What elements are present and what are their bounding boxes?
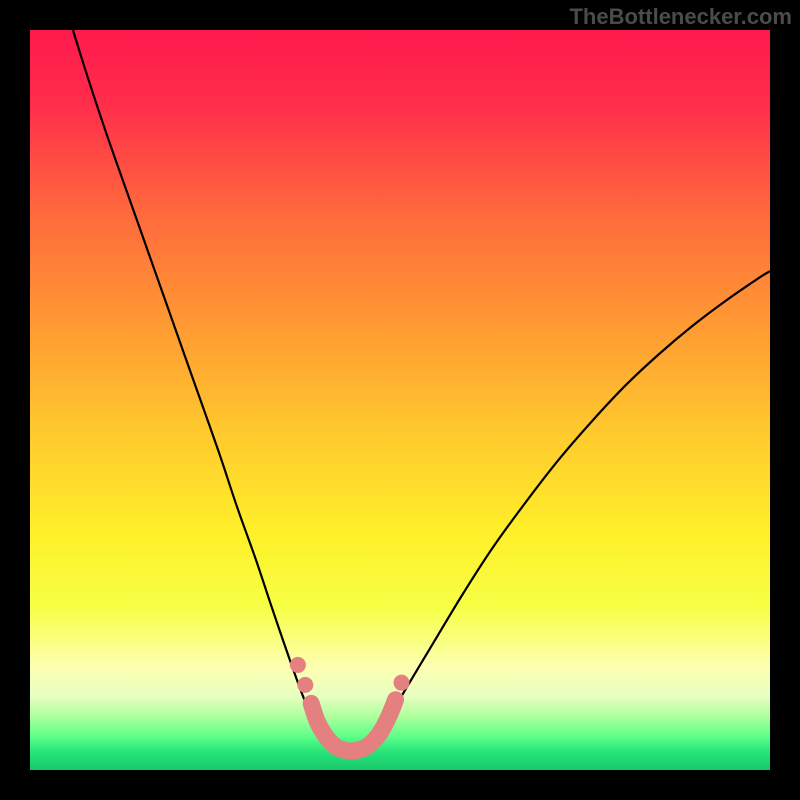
valley-dot — [393, 675, 409, 691]
valley-dot — [297, 677, 313, 693]
chart-svg — [0, 0, 800, 800]
plot-background — [30, 30, 770, 770]
chart-root: TheBottlenecker.com — [0, 0, 800, 800]
valley-dot — [290, 657, 306, 673]
